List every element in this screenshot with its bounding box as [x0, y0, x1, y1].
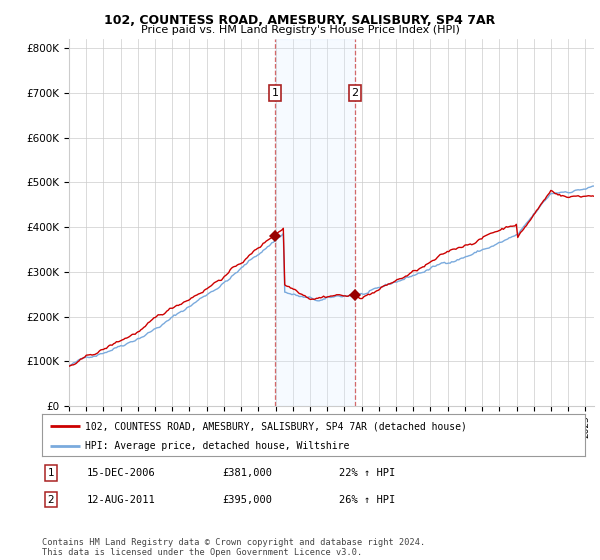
Text: 102, COUNTESS ROAD, AMESBURY, SALISBURY, SP4 7AR: 102, COUNTESS ROAD, AMESBURY, SALISBURY,… [104, 14, 496, 27]
Text: Price paid vs. HM Land Registry's House Price Index (HPI): Price paid vs. HM Land Registry's House … [140, 25, 460, 35]
Text: £395,000: £395,000 [222, 494, 272, 505]
Bar [275, 39, 355, 406]
Text: 22% ↑ HPI: 22% ↑ HPI [339, 468, 395, 478]
Text: 12-AUG-2011: 12-AUG-2011 [87, 494, 156, 505]
Text: 1: 1 [47, 468, 55, 478]
Text: Contains HM Land Registry data © Crown copyright and database right 2024.
This d: Contains HM Land Registry data © Crown c… [42, 538, 425, 557]
Text: 2: 2 [47, 494, 55, 505]
Text: 2: 2 [352, 88, 359, 98]
Text: 102, COUNTESS ROAD, AMESBURY, SALISBURY, SP4 7AR (detached house): 102, COUNTESS ROAD, AMESBURY, SALISBURY,… [85, 421, 467, 431]
Text: £381,000: £381,000 [222, 468, 272, 478]
Text: 15-DEC-2006: 15-DEC-2006 [87, 468, 156, 478]
Text: HPI: Average price, detached house, Wiltshire: HPI: Average price, detached house, Wilt… [85, 441, 350, 451]
Text: 26% ↑ HPI: 26% ↑ HPI [339, 494, 395, 505]
Text: 1: 1 [271, 88, 278, 98]
